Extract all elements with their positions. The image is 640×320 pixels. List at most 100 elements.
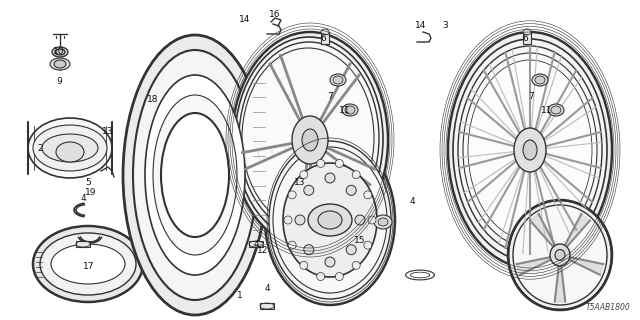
Ellipse shape <box>523 29 531 35</box>
Ellipse shape <box>123 35 267 315</box>
Polygon shape <box>317 126 319 129</box>
Circle shape <box>335 273 343 281</box>
Ellipse shape <box>273 147 387 293</box>
Ellipse shape <box>235 37 383 241</box>
Ellipse shape <box>40 233 136 295</box>
Ellipse shape <box>242 48 374 228</box>
Text: 4: 4 <box>81 194 86 203</box>
Text: 1: 1 <box>237 292 243 300</box>
Circle shape <box>355 215 365 225</box>
Ellipse shape <box>468 60 592 240</box>
Ellipse shape <box>463 53 597 247</box>
Ellipse shape <box>508 200 612 310</box>
Text: 16: 16 <box>269 10 281 19</box>
Bar <box>523 32 531 44</box>
Text: 18: 18 <box>147 95 158 104</box>
Polygon shape <box>301 212 310 213</box>
Text: 13: 13 <box>102 127 113 136</box>
Ellipse shape <box>302 129 318 151</box>
Text: 4: 4 <box>253 240 259 249</box>
Circle shape <box>317 273 324 281</box>
Ellipse shape <box>458 46 602 254</box>
Text: T5AAB1800: T5AAB1800 <box>585 303 630 312</box>
Text: 6: 6 <box>321 34 326 43</box>
Polygon shape <box>368 168 372 183</box>
Ellipse shape <box>453 39 607 261</box>
Text: 3: 3 <box>442 21 447 30</box>
Text: 12: 12 <box>257 246 268 255</box>
Ellipse shape <box>153 95 237 255</box>
Ellipse shape <box>265 135 395 305</box>
Circle shape <box>284 216 292 224</box>
Text: 2: 2 <box>37 144 42 153</box>
Text: 4: 4 <box>410 197 415 206</box>
Polygon shape <box>298 230 310 231</box>
Circle shape <box>317 159 324 167</box>
Ellipse shape <box>550 244 570 266</box>
Ellipse shape <box>51 244 125 284</box>
Bar <box>260 303 274 309</box>
Text: 17: 17 <box>83 262 94 271</box>
Ellipse shape <box>308 204 352 236</box>
Circle shape <box>368 216 376 224</box>
Circle shape <box>304 185 314 195</box>
Ellipse shape <box>33 125 107 171</box>
Polygon shape <box>341 81 348 90</box>
Circle shape <box>325 257 335 267</box>
Text: 6: 6 <box>522 34 527 43</box>
Text: 10: 10 <box>53 47 65 56</box>
Circle shape <box>364 241 372 249</box>
Polygon shape <box>333 96 338 103</box>
Polygon shape <box>517 257 553 275</box>
Bar <box>321 32 329 44</box>
Ellipse shape <box>56 142 84 162</box>
Ellipse shape <box>523 140 537 160</box>
Polygon shape <box>349 66 358 77</box>
Ellipse shape <box>535 76 545 84</box>
Ellipse shape <box>54 60 66 68</box>
Ellipse shape <box>551 106 561 114</box>
Circle shape <box>352 171 360 179</box>
Circle shape <box>325 173 335 183</box>
Text: 13: 13 <box>294 178 305 187</box>
Circle shape <box>304 245 314 255</box>
Ellipse shape <box>333 76 343 84</box>
Circle shape <box>300 171 308 179</box>
Circle shape <box>352 261 360 269</box>
Ellipse shape <box>342 104 358 116</box>
Polygon shape <box>287 91 293 96</box>
Text: 14: 14 <box>239 15 250 24</box>
Ellipse shape <box>239 42 379 234</box>
Polygon shape <box>271 58 282 66</box>
Circle shape <box>346 245 356 255</box>
Ellipse shape <box>448 32 612 268</box>
Ellipse shape <box>321 29 329 35</box>
Text: 14: 14 <box>415 21 427 30</box>
Bar <box>76 241 90 247</box>
Polygon shape <box>530 214 556 248</box>
Ellipse shape <box>283 163 377 277</box>
Polygon shape <box>332 151 334 157</box>
Text: 7: 7 <box>529 92 534 100</box>
Ellipse shape <box>269 141 391 299</box>
Polygon shape <box>258 150 260 163</box>
Ellipse shape <box>532 74 548 86</box>
Polygon shape <box>356 163 360 174</box>
Ellipse shape <box>52 47 68 57</box>
Ellipse shape <box>161 113 229 237</box>
Text: 15: 15 <box>354 236 365 245</box>
Polygon shape <box>244 152 247 168</box>
Circle shape <box>288 241 296 249</box>
Text: 4: 4 <box>265 284 270 293</box>
Ellipse shape <box>378 218 388 226</box>
Ellipse shape <box>548 104 564 116</box>
Circle shape <box>300 261 308 269</box>
Text: 9: 9 <box>56 77 61 86</box>
Ellipse shape <box>345 106 355 114</box>
Ellipse shape <box>50 58 70 70</box>
Ellipse shape <box>330 74 346 86</box>
Ellipse shape <box>292 116 328 164</box>
Ellipse shape <box>513 205 607 305</box>
Text: 19: 19 <box>85 188 97 196</box>
Circle shape <box>335 159 343 167</box>
